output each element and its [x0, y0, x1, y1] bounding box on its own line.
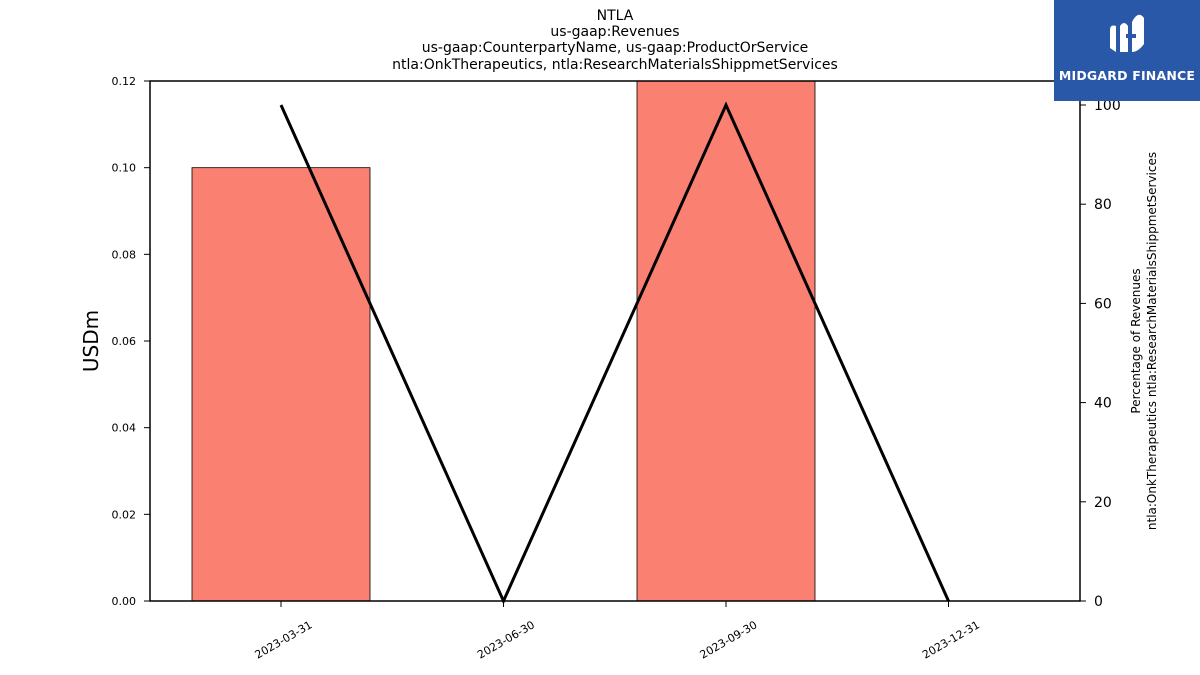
left-tick-label: 0.00: [112, 595, 137, 608]
left-tick-label: 0.02: [112, 508, 137, 521]
x-tick-label: 2023-09-30: [698, 618, 760, 661]
title-line-1: NTLA: [597, 8, 634, 24]
midgard-finance-logo: MIDGARD FINANCE: [1054, 0, 1200, 101]
left-tick-label: 0.10: [112, 162, 137, 175]
x-tick-label: 2023-12-31: [920, 618, 982, 661]
right-tick-label: 0: [1094, 594, 1103, 610]
right-tick-label: 80: [1094, 197, 1112, 213]
percentage-line: [279, 101, 950, 605]
title-line-4: ntla:OnkTherapeutics, ntla:ResearchMater…: [392, 57, 838, 73]
right-tick-label: 100: [1094, 98, 1121, 114]
left-tick-label: 0.08: [112, 248, 137, 261]
logo-mark-icon: [1110, 14, 1144, 52]
right-tick-label: 40: [1094, 396, 1112, 412]
title-line-3: us-gaap:CounterpartyName, us-gaap:Produc…: [422, 40, 809, 56]
left-axis-ticks: 0.00 0.02 0.04 0.06 0.08 0.10 0.12: [112, 75, 150, 608]
right-tick-label: 20: [1094, 495, 1112, 511]
y-axis-label-right-line-1: Percentage of Revenues: [1129, 268, 1143, 413]
title-line-2: us-gaap:Revenues: [550, 24, 679, 40]
x-axis-ticks: 2023-03-31 2023-06-30 2023-09-30 2023-12-31: [253, 601, 982, 662]
left-tick-label: 0.04: [112, 422, 137, 435]
x-tick-label: 2023-06-30: [475, 618, 537, 661]
right-tick-label: 60: [1094, 296, 1112, 312]
right-axis-ticks: 0 20 40 60 80 100: [1080, 98, 1121, 610]
logo-text: MIDGARD FINANCE: [1058, 68, 1196, 83]
left-tick-label: 0.12: [112, 75, 137, 88]
bar-2023-09-30: [636, 80, 816, 602]
x-tick-label: 2023-03-31: [253, 618, 315, 661]
bar-series: [191, 80, 816, 602]
y-axis-label-right-line-2: ntla:OnkTherapeutics ntla:ResearchMateri…: [1145, 152, 1159, 530]
left-tick-label: 0.06: [112, 335, 137, 348]
y-axis-label-left: USDm: [79, 310, 103, 372]
bar-2023-03-31: [191, 167, 371, 602]
chart-title: NTLA us-gaap:Revenues us-gaap:Counterpar…: [392, 8, 838, 73]
line-series: [279, 101, 950, 605]
